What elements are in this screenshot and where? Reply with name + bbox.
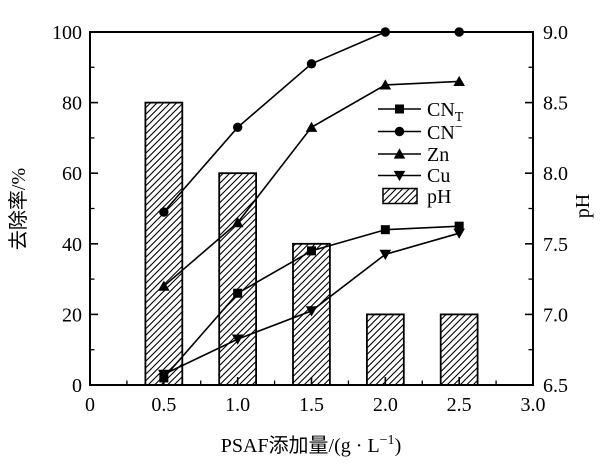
ph-bar [144,101,184,386]
x-axis-label: PSAF添加量/(g · L−1) [221,433,401,457]
y-right-tick-label: 8.5 [543,93,568,115]
legend-marker-circle-line [378,126,421,137]
x-tick-label: 0.5 [151,394,176,416]
x-tick-label: 1.0 [225,394,250,416]
legend-marker-square-line [378,104,421,114]
y-left-tick-label: 0 [72,375,82,397]
y-left-tick-label: 80 [62,93,82,115]
y-right-tick-label: 9.0 [543,22,568,44]
ph-bar [365,313,405,386]
legend-label-cnt: CNT [427,99,464,125]
legend-label-cu: Cu [427,165,450,187]
x-tick-label: 2.0 [373,394,398,416]
y-right-tick-label: 6.5 [543,375,568,397]
axis-ticks: 0 0.5 1.0 1.5 2.0 2.5 3.0 0 20 40 60 80 100 6.5 7.0 7.5… [52,22,568,416]
y-left-tick-label: 40 [62,234,82,256]
x-tick-label: 3.0 [521,394,546,416]
y-left-tick-label: 20 [62,304,82,326]
ph-bar [439,313,479,386]
ph-bars [144,101,479,386]
y-right-tick-label: 8.0 [543,163,568,185]
series-zn [158,75,465,291]
x-tick-label: 2.5 [447,394,472,416]
x-tick-label: 1.5 [299,394,324,416]
legend-marker-hatched-box [382,187,418,205]
legend-marker-triangle-down-line [378,170,421,182]
legend-label-cn-minus: CN− [427,120,463,144]
y-right-tick-label: 7.5 [543,234,568,256]
legend-marker-triangle-up-line [378,148,421,159]
y-right-tick-label: 7.0 [543,304,568,326]
y-left-axis-label: 去除率/% [7,168,30,250]
legend-label-ph: pH [427,186,451,208]
legend-label-zn: Zn [427,144,449,166]
plot-frame [89,31,534,386]
legend: CNT CN− Zn Cu pH [378,99,464,208]
y-left-tick-label: 100 [52,22,82,44]
y-left-tick-label: 60 [62,163,82,185]
y-right-axis-label: pH [572,194,594,218]
x-tick-label: 0 [85,394,95,416]
series-cu [158,228,465,381]
ph-bar [218,172,257,386]
